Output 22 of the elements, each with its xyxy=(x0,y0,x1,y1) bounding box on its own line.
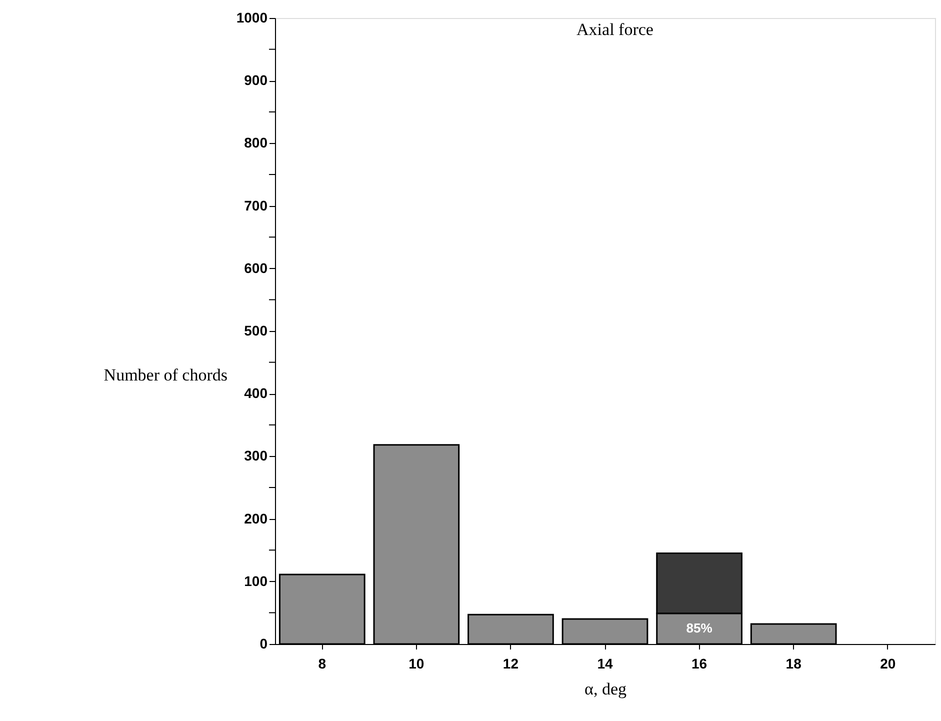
y-tick-label: 200 xyxy=(244,510,268,526)
x-tick-label: 10 xyxy=(408,656,424,672)
x-tick-label: 20 xyxy=(880,656,896,672)
y-axis-title: Number of chords xyxy=(104,365,228,384)
y-tick-label: 700 xyxy=(244,197,268,214)
x-tick-label: 14 xyxy=(597,656,613,672)
annotation: 85% xyxy=(686,620,713,636)
y-tick-label: 400 xyxy=(244,385,268,402)
y-tick-label: 600 xyxy=(244,260,268,276)
x-tick-label: 8 xyxy=(318,656,326,672)
y-tick-label: 0 xyxy=(260,636,268,652)
y-tick-label: 100 xyxy=(244,572,268,589)
y-tick-label: 500 xyxy=(244,322,268,338)
x-tick-label: 12 xyxy=(502,656,519,672)
chart-title: Axial force xyxy=(576,20,654,39)
x-axis-title: α, deg xyxy=(584,680,627,698)
x-tick-label: 18 xyxy=(786,656,802,672)
y-tick-label: 900 xyxy=(244,72,268,88)
y-tick-label: 300 xyxy=(244,448,268,464)
x-tick-label: 16 xyxy=(691,656,708,672)
y-tick-label: 800 xyxy=(244,134,268,151)
y-tick-label: 1000 xyxy=(236,10,268,26)
